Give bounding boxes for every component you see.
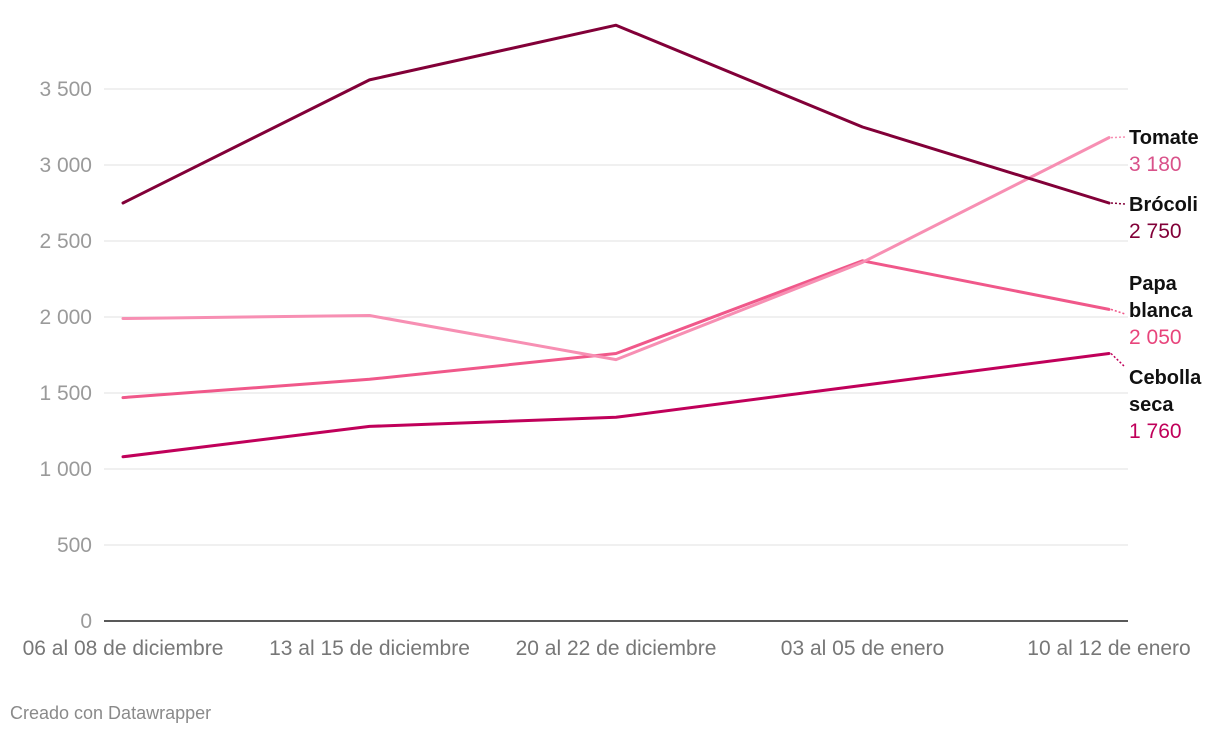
series-leader-papa-blanca	[1110, 308, 1126, 315]
series-leader-tomate	[1110, 136, 1126, 139]
y-tick-label: 500	[57, 534, 92, 557]
series-label-tomate: Tomate	[1129, 127, 1199, 149]
x-tick-label: 03 al 05 de enero	[781, 637, 944, 660]
series-line-brócoli	[121, 23, 1111, 205]
y-tick-label: 2 000	[39, 306, 92, 329]
series-line-cebolla-seca	[121, 352, 1111, 459]
series-value-brócoli: 2 750	[1129, 220, 1182, 243]
x-tick-label: 10 al 12 de enero	[1027, 637, 1190, 660]
y-tick-label: 1 000	[39, 458, 92, 481]
y-tick-label: 3 500	[39, 78, 92, 101]
series-line-tomate	[121, 136, 1111, 362]
series-label-papa-blanca: blanca	[1129, 300, 1193, 322]
x-tick-label: 20 al 22 de diciembre	[516, 637, 717, 660]
series-label-cebolla-seca: seca	[1129, 394, 1174, 416]
series-value-tomate: 3 180	[1129, 153, 1182, 176]
series-line-papa-blanca	[121, 259, 1111, 400]
series-leader-cebolla-seca	[1110, 352, 1126, 368]
series-label-brócoli: Brócoli	[1129, 194, 1198, 216]
credit-text: Creado con Datawrapper	[10, 703, 212, 723]
y-tick-label: 0	[80, 610, 92, 633]
x-tick-label: 06 al 08 de diciembre	[23, 637, 224, 660]
series-label-cebolla-seca: Cebolla	[1129, 367, 1202, 389]
y-tick-label: 2 500	[39, 230, 92, 253]
series-value-cebolla-seca: 1 760	[1129, 420, 1182, 443]
series-label-papa-blanca: Papa	[1129, 273, 1178, 295]
y-tick-label: 3 000	[39, 154, 92, 177]
series-leader-brócoli	[1110, 202, 1126, 205]
x-tick-label: 13 al 15 de diciembre	[269, 637, 470, 660]
series-value-papa-blanca: 2 050	[1129, 326, 1182, 349]
y-tick-label: 1 500	[39, 382, 92, 405]
